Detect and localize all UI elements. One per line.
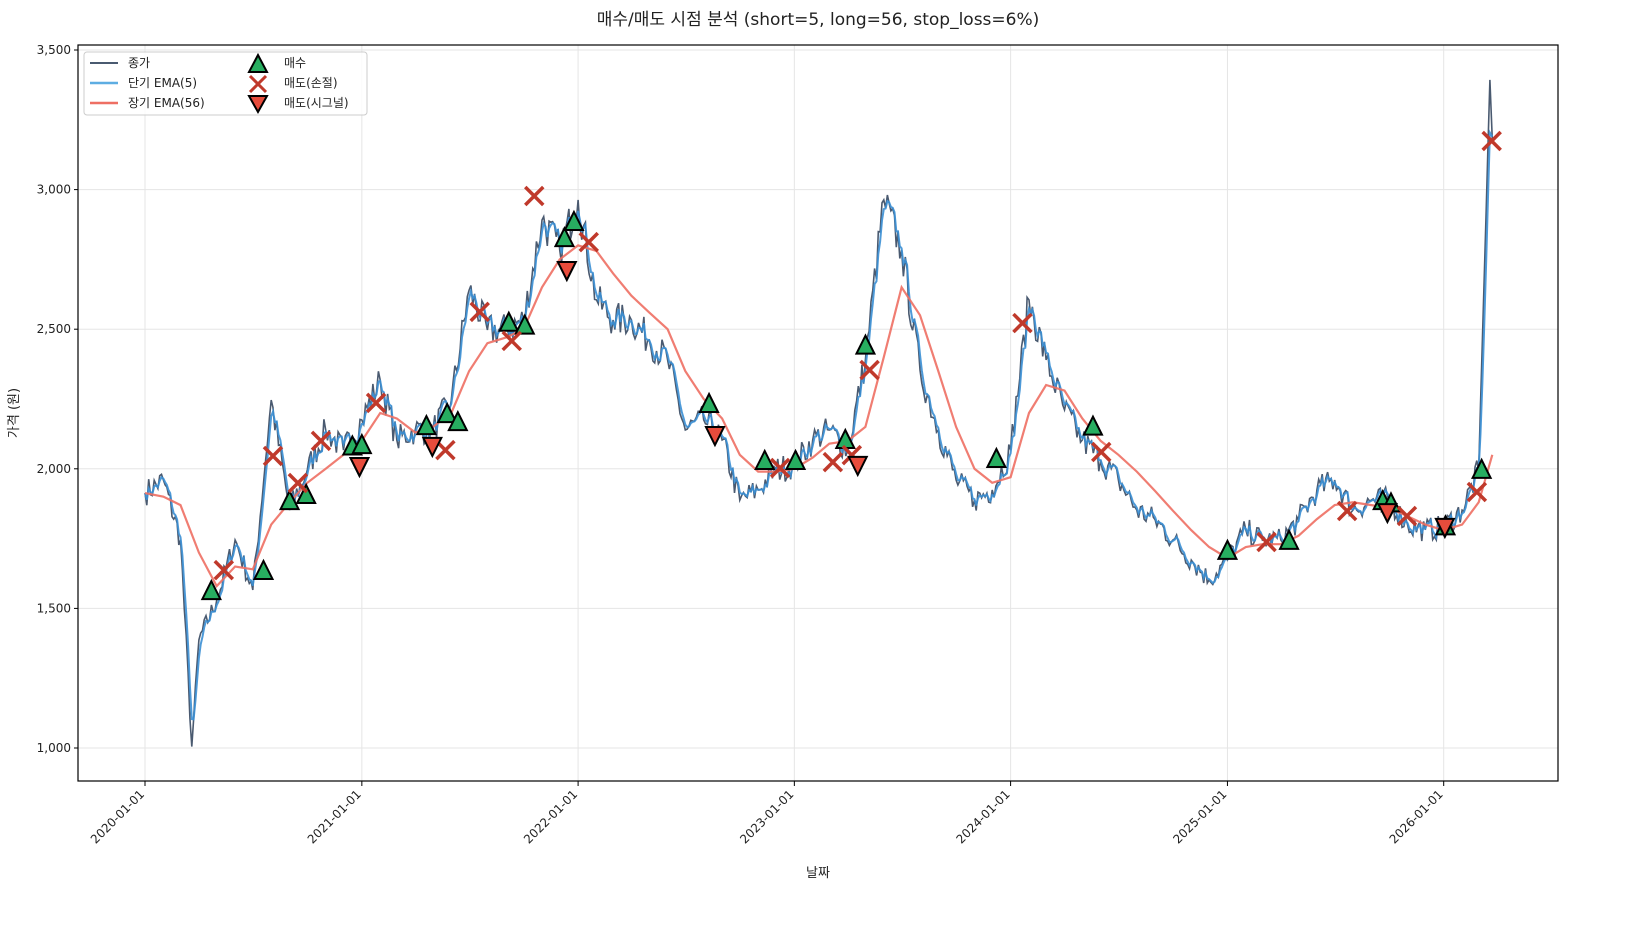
stop-loss-marker [262,445,284,467]
y-tick-label: 3,500 [37,43,71,57]
legend-stop-loss: 매도(손절) [284,76,338,90]
series-lines [144,79,1494,747]
stop-loss-marker [1012,312,1033,334]
buy-marker [553,225,576,248]
stop-loss-marker [213,559,235,581]
legend-signal-sell: 매도(시그널) [284,96,349,110]
y-axis-label: 가격 (원) [7,388,22,438]
legend-short-ema: 단기 EMA(5) [128,76,197,90]
stop-loss-marker [365,392,387,414]
chart-title: 매수/매도 시점 분석 (short=5, long=56, stop_loss… [597,10,1040,30]
buy-marker [200,578,222,601]
y-tick-label: 1,000 [37,741,71,755]
buy-marker [754,448,776,470]
stop-loss-marker [1091,441,1112,463]
x-tick-label: 2025-01-01 [1170,787,1229,846]
legend-buy-icon [247,52,269,73]
signal-sell-marker [1376,503,1399,525]
buy-marker [252,558,275,580]
x-tick-label: 2022-01-01 [521,787,580,846]
stop-loss-marker [310,430,332,452]
stop-loss-marker [469,301,490,323]
grid [78,45,1558,781]
buy-marker [278,488,301,511]
stop-loss-marker [435,439,456,461]
x-tick-label: 2021-01-01 [305,787,364,846]
buy-marker [514,313,536,335]
buy-marker [854,333,877,355]
buy-marker [1470,457,1493,479]
buy-marker [415,413,438,436]
plot-frame [77,44,1559,782]
legend: 종가 단기 EMA(5) 장기 EMA(56) 매수 매도(손절) 매도(시그널… [83,51,368,116]
buy-marker [784,448,807,470]
buy-marker [1082,414,1104,436]
signal-sell-marker [556,261,578,283]
stop-loss-marker [524,185,545,207]
stop-loss-marker [1336,500,1358,522]
close-price-line [144,79,1494,747]
stop-loss-marker [1256,531,1277,553]
signal-sell-marker [348,457,371,479]
stop-loss-marker [859,359,880,381]
x-tick-label: 2026-01-01 [1387,787,1446,846]
legend-signal-icon [247,95,269,115]
stop-loss-marker [287,472,309,494]
y-tick-label: 2,000 [37,462,71,476]
buy-marker [295,482,317,505]
signal-markers [200,130,1502,601]
signal-sell-marker [421,436,443,459]
stop-loss-marker [1396,505,1418,527]
signal-sell-marker [704,426,726,448]
buy-marker [498,310,520,332]
x-tick-label: 2020-01-01 [88,787,147,846]
buy-marker [351,432,373,455]
y-tick-label: 3,000 [37,183,71,197]
buy-marker [563,209,585,231]
legend-box [83,51,368,116]
x-tick-label: 2023-01-01 [737,787,796,846]
buy-marker [985,446,1007,469]
signal-sell-marker [847,455,869,478]
signal-sell-marker [1434,517,1456,540]
buy-marker [436,401,458,424]
short-ema-line [144,129,1494,721]
buy-marker [1278,528,1300,550]
stop-loss-marker [578,231,599,253]
y-tick-label: 2,500 [37,322,71,336]
stop-loss-marker [822,451,844,473]
x-axis: 2020-01-01 2021-01-01 2022-01-01 2023-01-01… [88,781,1446,846]
legend-buy: 매수 [284,56,306,70]
legend-long-ema: 장기 EMA(56) [128,96,205,110]
stop-loss-marker [1466,481,1488,503]
y-axis: 1,000 1,500 2,000 2,500 3,000 3,500 [37,43,78,755]
stop-loss-marker [769,457,791,479]
long-ema-line [144,244,1494,588]
legend-close: 종가 [128,56,150,70]
buy-marker [1216,538,1239,560]
stop-loss-marker [1481,130,1502,152]
legend-stop-icon [248,74,268,94]
buy-marker [698,391,720,414]
x-axis-label: 날짜 [806,866,830,881]
buy-marker [447,409,469,432]
stop-loss-marker [501,330,522,352]
y-tick-label: 1,500 [37,601,71,615]
x-tick-label: 2024-01-01 [954,787,1013,846]
